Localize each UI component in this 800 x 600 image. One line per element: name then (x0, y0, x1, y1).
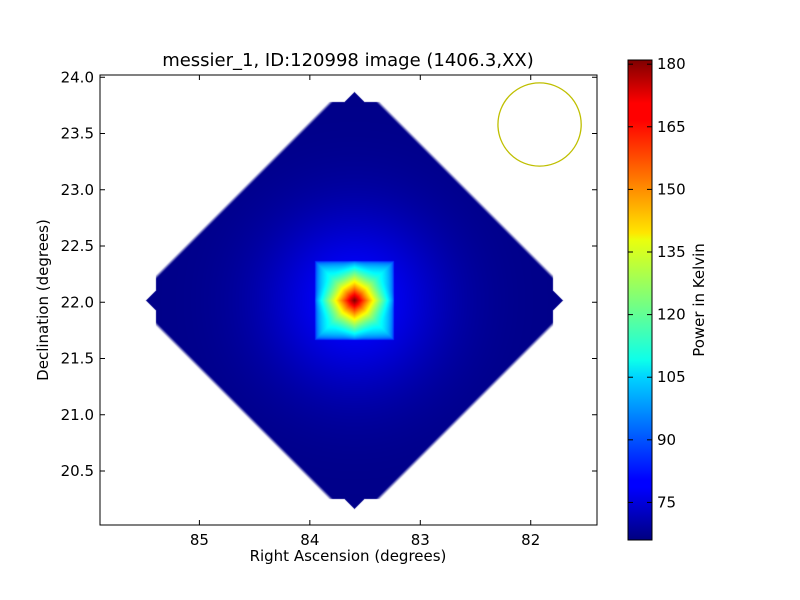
colorbar-tick-label: 180 (657, 55, 686, 73)
y-tick-label: 24.0 (61, 68, 94, 86)
chart-title: messier_1, ID:120998 image (1406.3,XX) (162, 50, 534, 71)
colorbar-ticks: 75 90 105 120 135 150 165 180 (628, 55, 686, 511)
y-tick-label: 23.5 (61, 125, 94, 143)
colorbar-tick-label: 135 (657, 243, 686, 261)
plot-frame (99, 74, 598, 526)
y-tick-label: 21.0 (61, 406, 94, 424)
colorbar-tick-label: 90 (657, 431, 676, 449)
colorbar-tick-label: 120 (657, 306, 686, 324)
x-tick-label: 84 (300, 531, 319, 549)
x-tick-label: 83 (411, 531, 430, 549)
y-tick-label: 22.5 (61, 237, 94, 255)
x-axis-ticks: 85 84 83 82 (190, 75, 540, 549)
colorbar-tick-label: 105 (657, 368, 686, 386)
colorbar-gradient (627, 59, 653, 541)
colorbar-tick-label: 150 (657, 180, 686, 198)
y-tick-label: 23.0 (61, 181, 94, 199)
heatmap-raster (100, 75, 597, 525)
beam-circle (497, 82, 582, 167)
y-axis-ticks: 20.5 21.0 21.5 22.0 22.5 23.0 23.5 24.0 (61, 68, 597, 480)
y-axis-label: Declination (degrees) (34, 219, 52, 381)
x-axis-label: Right Ascension (degrees) (250, 547, 447, 565)
colorbar-tick-label: 165 (657, 118, 686, 136)
y-tick-label: 20.5 (61, 462, 94, 480)
x-tick-label: 85 (190, 531, 209, 549)
heatmap-image (100, 75, 597, 525)
colorbar-tick-label: 75 (657, 493, 676, 511)
colorbar: 75 90 105 120 135 150 165 180 Power in Kelvin (627, 55, 708, 541)
colorbar-label: Power in Kelvin (690, 243, 708, 357)
y-tick-label: 22.0 (61, 293, 94, 311)
y-tick-label: 21.5 (61, 350, 94, 368)
x-tick-label: 82 (521, 531, 540, 549)
